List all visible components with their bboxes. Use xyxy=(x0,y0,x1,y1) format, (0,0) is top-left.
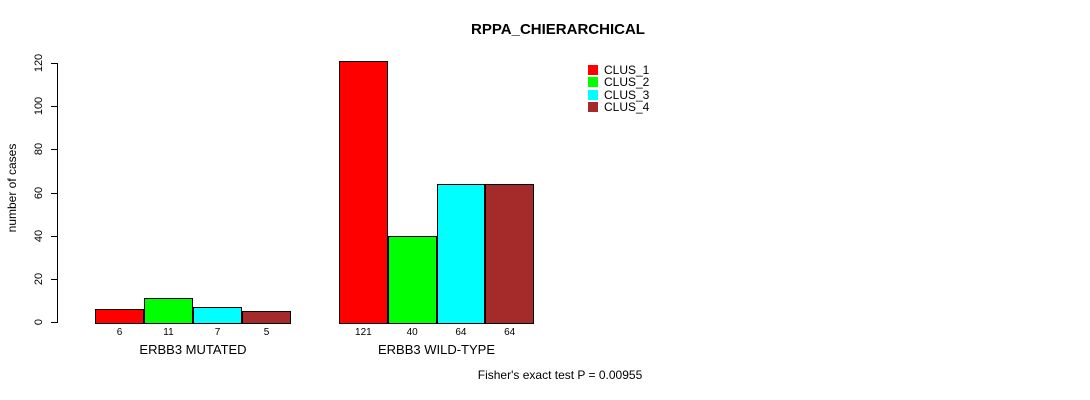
legend-row: CLUS_3 xyxy=(588,89,649,101)
bar-clus_2-mutated xyxy=(144,298,193,324)
y-tick-mark xyxy=(51,149,58,151)
bar-value-label: 11 xyxy=(163,327,174,338)
y-tick-mark xyxy=(51,192,58,194)
legend-row: CLUS_1 xyxy=(588,64,649,76)
legend-swatch-clus_1 xyxy=(588,65,598,75)
y-tick-mark xyxy=(51,63,58,64)
y-tick-label: 20 xyxy=(33,272,45,285)
annotation-fisher-test: Fisher's exact test P = 0.00955 xyxy=(477,368,643,382)
x-category-label: ERBB3 MUTATED xyxy=(139,342,247,357)
y-axis-label: number of cases xyxy=(5,143,19,233)
bar-clus_3-wild-type xyxy=(436,184,486,324)
bar-clus_1-wild-type xyxy=(339,61,388,324)
bar-value-label: 121 xyxy=(355,327,372,338)
y-tick-label: 120 xyxy=(33,53,45,73)
legend-swatch-clus_2 xyxy=(588,77,598,88)
legend-label: CLUS_3 xyxy=(604,87,650,102)
y-tick-mark xyxy=(51,278,58,280)
y-tick-label: 0 xyxy=(33,318,45,326)
bar-value-label: 64 xyxy=(504,327,516,338)
bar-clus_3-mutated xyxy=(193,307,242,324)
legend-label: CLUS_2 xyxy=(604,75,650,90)
x-category-label: ERBB3 WILD-TYPE xyxy=(377,342,496,357)
bar-clus_4-wild-type xyxy=(485,184,534,324)
bar-clus_1-mutated xyxy=(95,309,144,324)
bar-clus_2-wild-type xyxy=(387,236,437,324)
chart-title: RPPA_CHIERARCHICAL xyxy=(471,21,645,38)
legend-label: CLUS_1 xyxy=(604,63,650,77)
y-tick-mark xyxy=(51,235,58,237)
legend-row: CLUS_2 xyxy=(588,76,649,88)
y-tick-mark xyxy=(51,106,58,108)
legend-swatch-clus_3 xyxy=(588,89,598,100)
bar-value-label: 5 xyxy=(263,327,270,338)
y-tick-label: 60 xyxy=(33,186,45,199)
legend-row: CLUS_4 xyxy=(588,101,649,113)
y-tick-label: 100 xyxy=(33,96,45,116)
bar-value-label: 64 xyxy=(455,327,467,338)
bar-value-label: 40 xyxy=(406,327,418,338)
y-tick-label: 80 xyxy=(33,143,45,156)
y-tick-mark xyxy=(51,322,58,323)
bar-value-label: 7 xyxy=(214,327,221,338)
bar-clus_4-mutated xyxy=(242,311,291,324)
legend-swatch-clus_4 xyxy=(588,102,598,113)
y-tick-label: 40 xyxy=(33,229,45,242)
legend-label: CLUS_4 xyxy=(604,100,650,115)
bar-value-label: 6 xyxy=(116,327,123,338)
